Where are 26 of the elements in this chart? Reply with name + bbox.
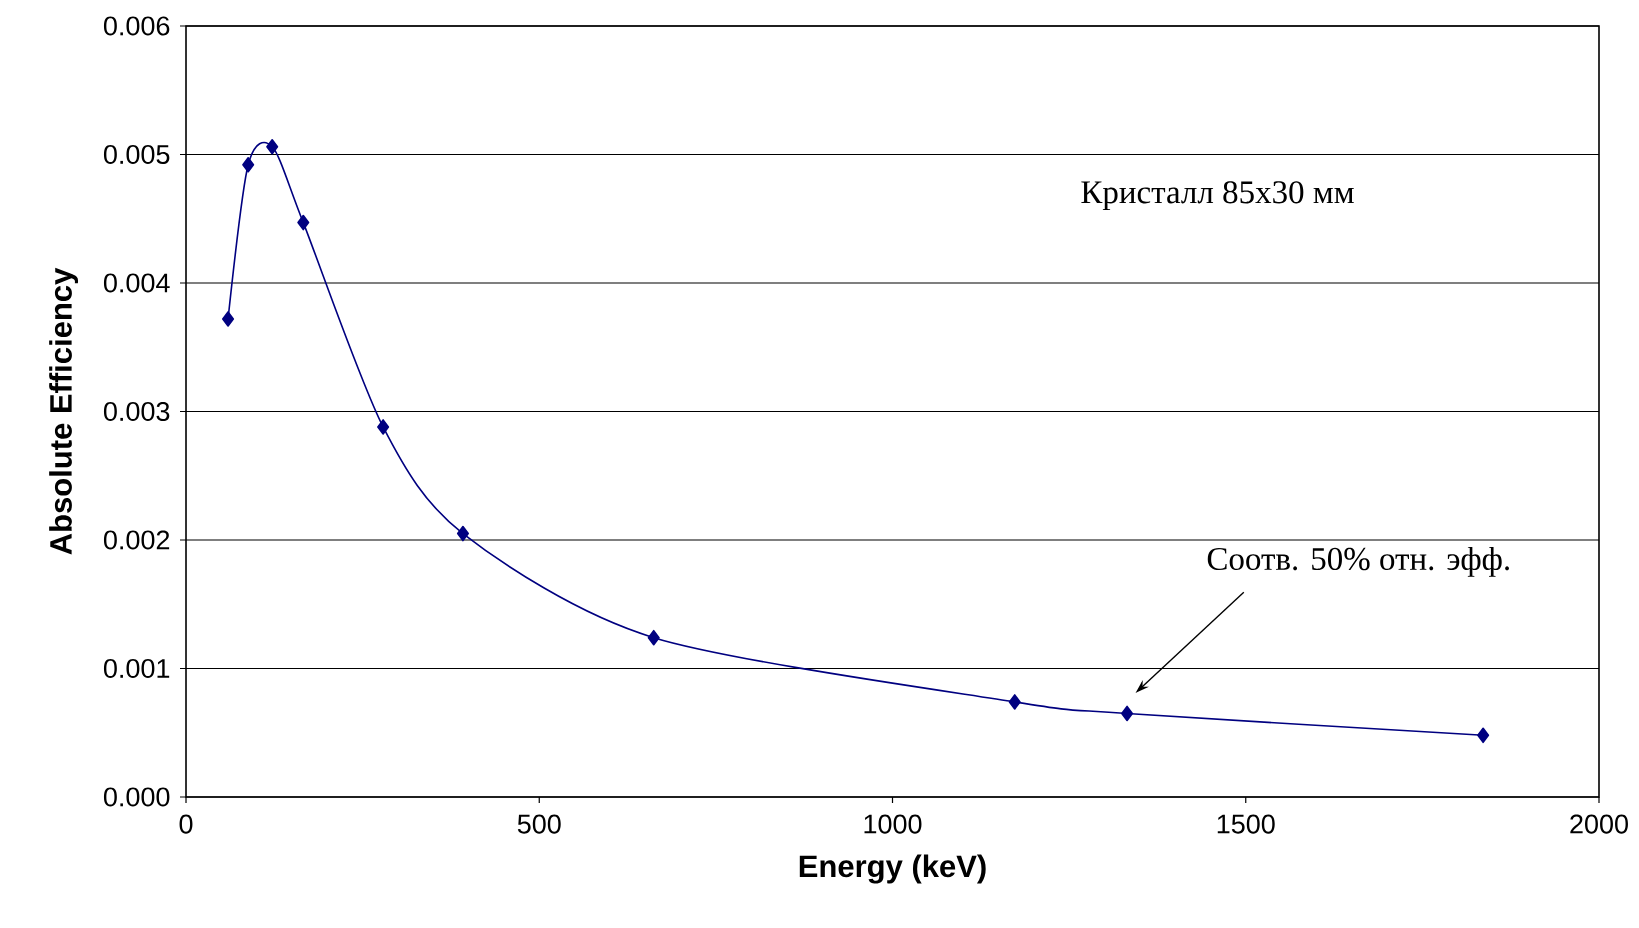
x-tick-label: 500: [517, 814, 561, 834]
point: [377, 419, 390, 435]
x-tick-label: 0: [179, 814, 193, 834]
y-tick-label: 0.004: [103, 273, 170, 293]
x-axis-title: Energy (keV): [799, 854, 986, 884]
point: [297, 214, 310, 231]
y-tick-label: 0.003: [103, 401, 170, 422]
y-tick-label: 0.002: [103, 530, 170, 550]
annotation: Соотв. 50% отн. эфф.: [1207, 546, 1509, 577]
x-tick-label: 1500: [1217, 814, 1275, 834]
point: [456, 525, 470, 542]
annotation: Кристалл 85x30 мм: [1081, 181, 1354, 211]
point: [647, 629, 660, 646]
y-tick-label: 0.006: [103, 16, 170, 36]
point: [242, 156, 255, 173]
point: [222, 311, 235, 327]
point: [1477, 727, 1490, 744]
x-tick-label: 1000: [864, 814, 922, 834]
point: [1121, 705, 1134, 722]
y-tick-label: 0.000: [103, 787, 170, 807]
point: [266, 138, 279, 155]
x-tick-label: 2000: [1570, 814, 1628, 834]
y-tick-label: 0.001: [103, 658, 170, 679]
y-axis-title: Absolute Efficiency: [49, 267, 79, 555]
point: [1008, 694, 1021, 710]
y-tick-label: 0.005: [103, 144, 170, 165]
